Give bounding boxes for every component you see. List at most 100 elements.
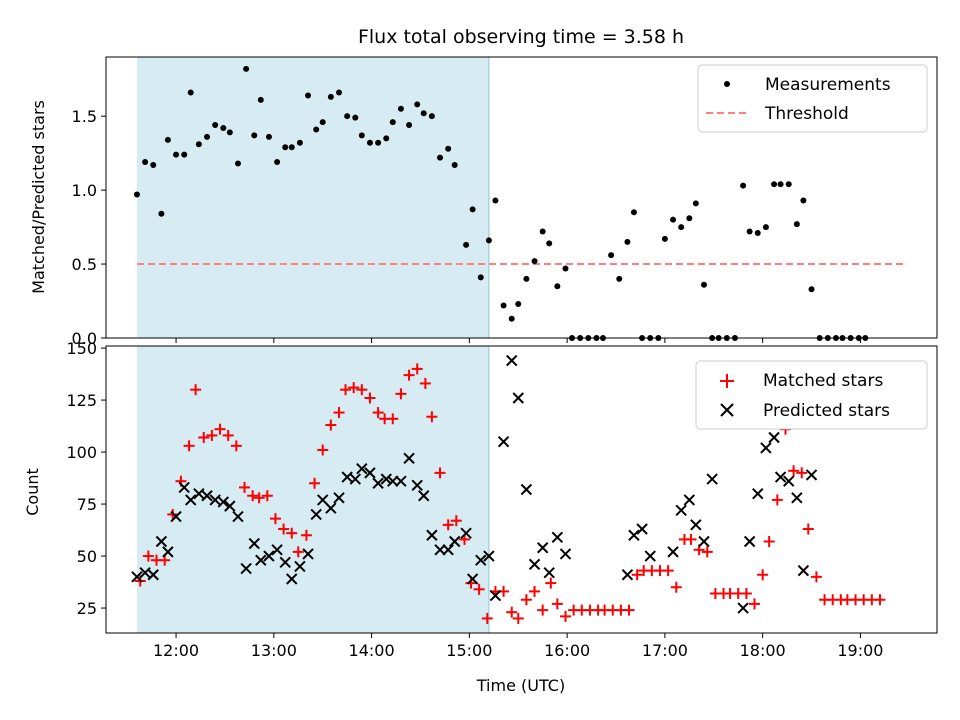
top-y-axis-label: Matched/Predicted stars bbox=[29, 100, 48, 294]
bottom-legend: Matched stars Predicted stars bbox=[695, 360, 928, 430]
matched-star-point bbox=[269, 513, 281, 525]
shaded-region bbox=[136, 346, 489, 633]
predicted-star-point bbox=[512, 392, 524, 404]
measurement-point bbox=[220, 124, 227, 131]
bottom-x-ticks: 12:00 13:00 14:00 15:00 16:00 17:00 18:00 19:00 bbox=[153, 633, 883, 660]
predicted-star-point bbox=[797, 564, 810, 577]
measurement-point bbox=[777, 181, 784, 188]
predicted-star-point bbox=[466, 573, 479, 585]
measurement-point bbox=[358, 132, 365, 139]
predicted-star-point bbox=[774, 471, 787, 483]
matched-star-point bbox=[757, 569, 769, 581]
matched-star-point bbox=[183, 440, 195, 452]
measurement-point bbox=[257, 96, 264, 103]
x-axis-label: Time (UTC) bbox=[476, 676, 565, 695]
predicted-star-point bbox=[628, 529, 640, 541]
measurement-point bbox=[661, 235, 668, 242]
matched-star-point bbox=[364, 392, 376, 404]
ratio-panel: 0.0 0.5 1.0 1.5 Matched/Predicted stars Mea… bbox=[29, 56, 938, 348]
measurement-point bbox=[531, 258, 538, 265]
predicted-star-point bbox=[139, 566, 151, 579]
measurement-point bbox=[523, 275, 530, 282]
matched-star-point bbox=[434, 467, 446, 479]
predicted-star-point bbox=[768, 431, 780, 444]
x-tick-label: 12:00 bbox=[153, 641, 199, 660]
measurement-point bbox=[352, 114, 359, 121]
matched-star-point bbox=[261, 490, 273, 502]
predicted-star-point bbox=[395, 475, 407, 487]
measurement-point bbox=[397, 105, 404, 112]
x-tick-label: 19:00 bbox=[837, 641, 883, 660]
measurement-point bbox=[762, 224, 769, 231]
measurement-point bbox=[670, 216, 677, 223]
predicted-star-point bbox=[667, 546, 679, 558]
matched-star-point bbox=[763, 535, 775, 547]
measurement-point bbox=[562, 265, 569, 272]
legend-label-matched: Matched stars bbox=[763, 371, 883, 391]
legend-plus-marker bbox=[720, 374, 734, 388]
measurement-point bbox=[800, 197, 807, 204]
predicted-star-point bbox=[349, 473, 362, 485]
predicted-star-point bbox=[255, 554, 267, 566]
predicted-star-point bbox=[434, 544, 446, 556]
measurement-point bbox=[771, 181, 778, 188]
matched-star-point bbox=[559, 610, 571, 622]
legend-dot-marker bbox=[724, 81, 730, 87]
measurement-point bbox=[692, 200, 699, 207]
matched-star-point bbox=[317, 444, 329, 456]
top-legend: Measurements Threshold bbox=[697, 64, 928, 133]
matched-star-point bbox=[372, 407, 384, 419]
measurement-point bbox=[274, 159, 281, 166]
matched-star-point bbox=[198, 432, 210, 444]
matched-star-point bbox=[239, 481, 250, 493]
measurement-point bbox=[428, 113, 435, 120]
matched-star-point bbox=[802, 523, 814, 535]
matched-star-point bbox=[631, 569, 643, 581]
matched-star-point bbox=[247, 490, 259, 502]
measurement-point bbox=[265, 133, 272, 140]
predicted-star-point bbox=[364, 467, 376, 479]
matched-star-point bbox=[340, 384, 352, 396]
matched-star-point bbox=[506, 606, 518, 618]
legend-label-predicted: Predicted stars bbox=[763, 401, 890, 421]
measurement-point bbox=[437, 154, 444, 161]
y-tick-label: 150 bbox=[66, 339, 97, 358]
measurement-point bbox=[226, 129, 233, 136]
predicted-star-point bbox=[460, 527, 472, 539]
matched-star-point bbox=[442, 519, 454, 531]
measurement-point bbox=[508, 315, 515, 322]
predicted-star-point bbox=[380, 473, 392, 485]
matched-star-point bbox=[545, 577, 557, 589]
measurement-point bbox=[785, 181, 792, 188]
predicted-star-point bbox=[752, 487, 764, 500]
predicted-star-point bbox=[737, 602, 749, 614]
predicted-star-point bbox=[418, 490, 430, 502]
matched-star-point bbox=[206, 429, 218, 441]
measurement-point bbox=[414, 101, 421, 108]
matched-star-point bbox=[253, 492, 265, 504]
matched-star-point bbox=[309, 477, 321, 489]
predicted-star-point bbox=[791, 492, 803, 504]
measurement-point bbox=[187, 89, 194, 96]
y-tick-label: 75 bbox=[77, 495, 97, 514]
shaded-region bbox=[136, 57, 489, 338]
matched-star-point bbox=[749, 598, 761, 610]
predicted-star-point bbox=[372, 477, 384, 489]
measurement-point bbox=[243, 65, 250, 72]
matched-star-point bbox=[537, 604, 549, 616]
predicted-star-point bbox=[743, 535, 756, 548]
predicted-star-point bbox=[475, 554, 487, 566]
measurement-point bbox=[445, 145, 452, 152]
predicted-star-point bbox=[162, 546, 174, 558]
predicted-star-point bbox=[805, 469, 818, 481]
predicted-star-point bbox=[403, 452, 415, 465]
matched-star-point bbox=[623, 604, 635, 616]
y-tick-label: 1.0 bbox=[72, 181, 97, 200]
measurement-point bbox=[746, 228, 753, 235]
measurement-point bbox=[515, 300, 522, 307]
matched-star-point bbox=[670, 581, 682, 593]
matched-star-point bbox=[551, 598, 563, 610]
legend-x-marker bbox=[720, 403, 734, 417]
measurement-point bbox=[754, 229, 761, 236]
